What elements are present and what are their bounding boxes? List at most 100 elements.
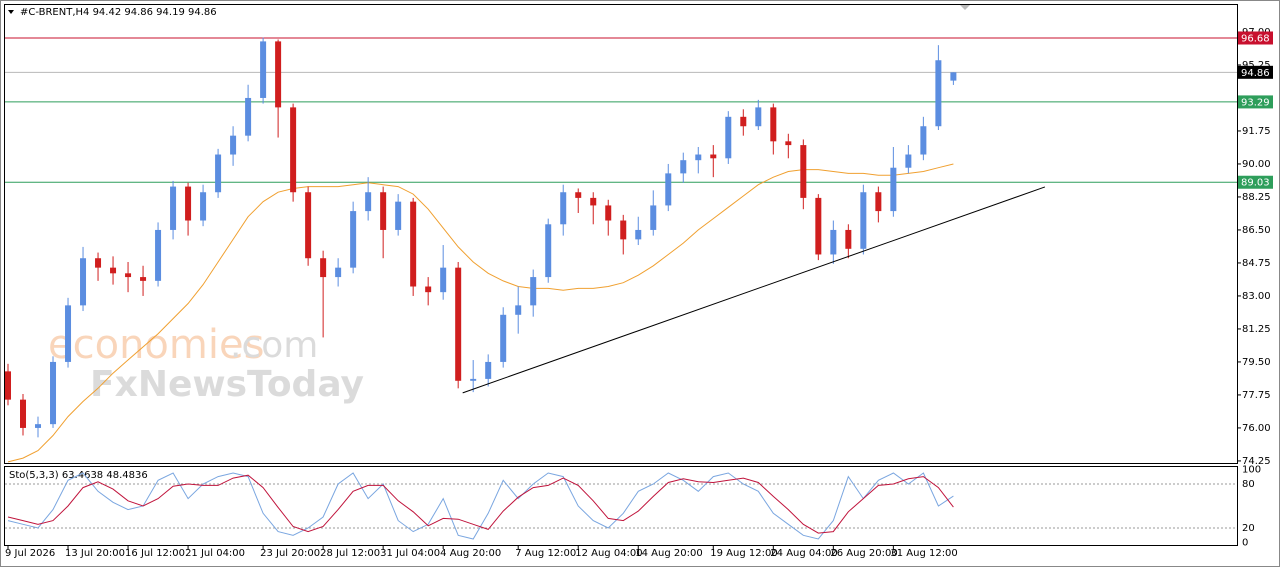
candle-body: [140, 277, 147, 281]
candle-body: [65, 305, 72, 362]
x-tick-label: 4 Aug 20:00: [440, 548, 501, 559]
candle-body: [860, 192, 867, 249]
candle-body: [155, 229, 162, 281]
trendline: [462, 186, 1046, 394]
level-label: 93.29: [1241, 97, 1270, 108]
watermark-brand: economies: [48, 322, 264, 368]
candle-body: [500, 314, 507, 362]
y-tick-label: 81.25: [1242, 324, 1271, 335]
x-tick-label: 28 Jul 12:00: [320, 548, 380, 559]
candle-body: [575, 192, 582, 198]
candle-body: [35, 424, 42, 428]
candle-body: [425, 286, 432, 293]
x-tick-label: 26 Aug 20:00: [830, 548, 897, 559]
candle-body: [755, 107, 762, 127]
y-tick-label: 91.75: [1242, 126, 1271, 137]
x-tick-label: 13 Jul 20:00: [65, 548, 125, 559]
candle-body: [95, 258, 102, 268]
candle-body: [530, 277, 537, 306]
y-tick-label: 84.75: [1242, 258, 1271, 269]
candle-body: [605, 205, 612, 221]
y-tick-label: 20: [1242, 523, 1255, 534]
candle-body: [740, 116, 747, 127]
candle-body: [290, 107, 297, 193]
x-tick-label: 14 Aug 20:00: [635, 548, 702, 559]
x-tick-label: 31 Jul 04:00: [380, 548, 440, 559]
y-tick-label: 77.75: [1242, 390, 1271, 401]
candle-body: [785, 141, 792, 146]
y-tick-label: 86.50: [1242, 225, 1271, 236]
y-tick-label: 0: [1242, 538, 1248, 549]
candle-body: [275, 41, 282, 108]
indicator-line: [7, 472, 954, 540]
level-label: 89.03: [1241, 178, 1270, 189]
y-tick-label: 83.00: [1242, 291, 1271, 302]
candle-body: [110, 267, 117, 274]
candle-body: [305, 192, 312, 259]
candle-body: [830, 229, 837, 255]
watermark-domain: .com: [230, 325, 318, 366]
y-tick-label: 74.25: [1242, 456, 1271, 467]
level-label-box: [1238, 65, 1273, 79]
x-tick-label: 16 Jul 12:00: [125, 548, 185, 559]
candle-body: [320, 258, 327, 278]
candle-body: [365, 192, 372, 212]
x-tick-label: 12 Aug 04:00: [575, 548, 642, 559]
candle-body: [635, 229, 642, 240]
candle-body: [170, 186, 177, 230]
y-tick-label: 100: [1242, 464, 1261, 475]
candle-body: [890, 167, 897, 212]
level-label: 94.86: [1241, 68, 1270, 79]
candle-body: [230, 135, 237, 155]
candle-body: [5, 371, 12, 400]
candle-body: [485, 361, 492, 379]
y-tick-label: 95.25: [1242, 60, 1271, 71]
level-label-box: [1238, 31, 1273, 45]
candle-body: [470, 378, 477, 381]
candle-body: [800, 145, 807, 198]
candle-body: [875, 192, 882, 212]
x-tick-label: 21 Jul 04:00: [185, 548, 245, 559]
level-label: 96.68: [1241, 33, 1270, 44]
chart-title: #C-BRENT,H4 94.42 94.86 94.19 94.86: [20, 7, 217, 18]
candle-body: [905, 154, 912, 168]
candle-body: [245, 97, 252, 136]
level-label-box: [1238, 175, 1273, 189]
candle-body: [545, 224, 552, 278]
indicator-line: [7, 474, 954, 534]
candle-body: [620, 220, 627, 240]
candle-body: [590, 197, 597, 206]
candle-body: [380, 192, 387, 230]
x-tick-label: 19 Aug 12:00: [710, 548, 777, 559]
price-panel: [4, 4, 1238, 464]
candle-body: [560, 192, 567, 225]
candle-body: [335, 267, 342, 278]
candle-body: [410, 201, 417, 287]
menu-arrow: [8, 10, 14, 14]
candle-body: [710, 154, 717, 159]
candle-body: [125, 273, 132, 278]
x-tick-label: 7 Aug 12:00: [515, 548, 576, 559]
y-tick-label: 88.25: [1242, 192, 1271, 203]
candle-body: [50, 361, 57, 425]
candle-body: [80, 258, 87, 306]
x-tick-label: 24 Aug 04:00: [770, 548, 837, 559]
candle-body: [395, 201, 402, 230]
y-tick-label: 76.00: [1242, 423, 1271, 434]
candle-body: [650, 205, 657, 230]
x-tick-label: 9 Jul 2026: [5, 548, 55, 559]
candle-body: [725, 116, 732, 159]
x-tick-label: 31 Aug 12:00: [890, 548, 957, 559]
candle-body: [215, 154, 222, 193]
candle-body: [455, 267, 462, 381]
moving-average: [7, 163, 954, 463]
candle-body: [815, 197, 822, 255]
candle-body: [200, 192, 207, 221]
candle-body: [185, 186, 192, 221]
y-tick-label: 90.00: [1242, 159, 1271, 170]
x-tick-label: 23 Jul 20:00: [260, 548, 320, 559]
level-label-box: [1238, 95, 1273, 109]
